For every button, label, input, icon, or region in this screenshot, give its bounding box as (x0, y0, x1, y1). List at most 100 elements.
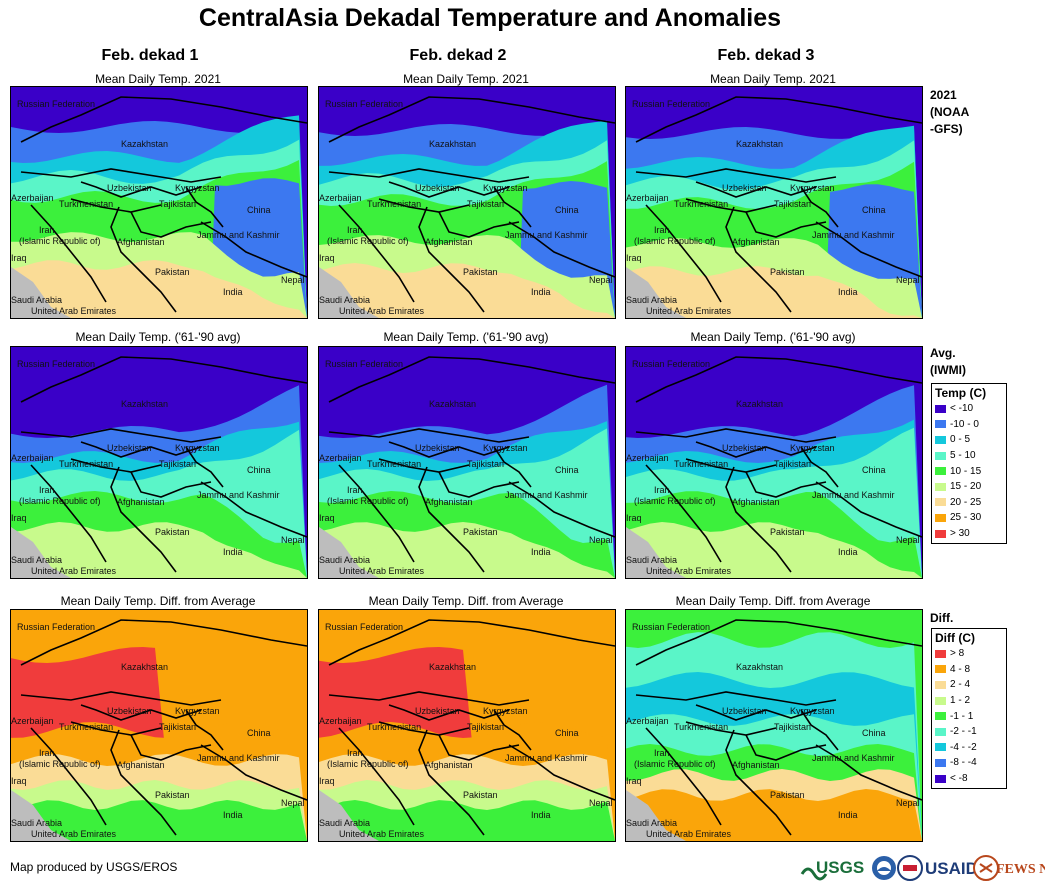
country-boundary (378, 458, 470, 473)
map-label-afghanistan: Afghanistan (732, 497, 780, 507)
country-boundary (20, 96, 307, 143)
country-boundary (200, 221, 307, 278)
country-boundary (378, 721, 470, 736)
map-label-afghanistan: Afghanistan (425, 760, 473, 770)
map-label-kyrgyzstan: Kyrgyzstan (790, 183, 835, 193)
map-label-iran: Iran (654, 485, 670, 495)
country-boundary (185, 446, 224, 488)
row-label-current: 2021 (NOAA -GFS) (930, 87, 969, 138)
country-boundary (815, 481, 922, 538)
map-label-azerbaijan: Azerbaijan (11, 716, 54, 726)
map-label-jammu: Jammu and Kashmir (812, 230, 895, 240)
country-boundary (800, 709, 839, 751)
country-boundary (695, 441, 817, 458)
map-label-india: India (531, 287, 551, 297)
map-label-iran_sub: (Islamic Republic of) (19, 496, 101, 506)
map-label-russia: Russian Federation (632, 359, 711, 369)
diff-legend-item: -4 - -2 (932, 740, 1006, 756)
main-title: CentralAsia Dekadal Temperature and Anom… (198, 4, 782, 32)
map-label-iran: Iran (347, 225, 363, 235)
map-label-india: India (223, 810, 243, 820)
row-label-average-line-1: Avg. (930, 346, 956, 360)
map-label-tajikistan: Tajikistan (467, 459, 505, 469)
map-label-kyrgyzstan: Kyrgyzstan (483, 706, 528, 716)
map-label-pakistan: Pakistan (463, 527, 498, 537)
map-label-iraq: Iraq (319, 253, 335, 263)
fewsnet-logo-text: FEWS NET (996, 862, 1045, 877)
usgs-logo: USGS (800, 858, 864, 881)
map-label-kazakhstan: Kazakhstan (121, 399, 169, 409)
map-label-nepal: Nepal (896, 275, 920, 285)
country-boundary (378, 198, 470, 213)
temp-legend-item: > 30 (932, 526, 1006, 542)
panel-title-current-dekad-1: Mean Daily Temp. 2021 (95, 72, 221, 86)
country-boundary (328, 168, 530, 183)
diff-legend-label: 4 - 8 (950, 663, 971, 675)
diff-legend-item: -1 - 1 (932, 708, 1006, 724)
country-boundary (388, 181, 510, 198)
map-label-afghanistan: Afghanistan (732, 237, 780, 247)
map-label-iran_sub: (Islamic Republic of) (327, 236, 409, 246)
map-label-kyrgyzstan: Kyrgyzstan (483, 183, 528, 193)
country-boundary (438, 211, 520, 238)
map-label-uzbekistan: Uzbekistan (722, 443, 767, 453)
map-label-iran_sub: (Islamic Republic of) (19, 236, 101, 246)
map-label-afghanistan: Afghanistan (425, 497, 473, 507)
map-panel-average-dekad-2: Russian Federation Kazakhstan Uzbekistan Ky… (318, 346, 616, 579)
country-boundary (200, 481, 307, 538)
temp-legend-item: -10 - 0 (932, 417, 1006, 433)
map-label-india: India (838, 810, 858, 820)
country-boundary (30, 204, 107, 303)
country-boundary (20, 356, 307, 403)
map-label-tajikistan: Tajikistan (774, 459, 812, 469)
map-label-jammu: Jammu and Kashmir (505, 490, 588, 500)
map-label-turkmenistan: Turkmenistan (367, 722, 422, 732)
temp-legend-label: -10 - 0 (950, 418, 979, 430)
map-label-kazakhstan: Kazakhstan (121, 662, 169, 672)
panel-title-current-dekad-2: Mean Daily Temp. 2021 (403, 72, 529, 86)
country-boundary (328, 356, 615, 403)
temperature-band (626, 789, 922, 841)
diff-legend: Diff (C) > 8 4 - 8 2 - 4 1 - 2 -1 - 1 -2 - -1… (931, 628, 1007, 790)
map-label-turkmenistan: Turkmenistan (674, 722, 729, 732)
map-label-kazakhstan: Kazakhstan (429, 139, 477, 149)
map-label-turkmenistan: Turkmenistan (59, 459, 114, 469)
map-label-saudi: Saudi Arabia (11, 818, 63, 828)
sea-area (11, 790, 71, 841)
country-boundary (725, 466, 792, 573)
diff-legend-swatch (935, 649, 946, 658)
map-label-pakistan: Pakistan (155, 527, 190, 537)
map-label-tajikistan: Tajikistan (159, 459, 197, 469)
temp-legend-swatch (935, 451, 946, 460)
country-boundary (20, 168, 222, 183)
map-label-jammu: Jammu and Kashmir (197, 753, 280, 763)
map-label-afghanistan: Afghanistan (117, 237, 165, 247)
map-label-india: India (531, 810, 551, 820)
map-label-china: China (555, 205, 579, 215)
map-label-uzbekistan: Uzbekistan (107, 183, 152, 193)
country-boundary (80, 441, 202, 458)
usaid-logo-text: USAID (925, 859, 978, 878)
map-label-uae: United Arab Emirates (339, 306, 425, 316)
map-label-uzbekistan: Uzbekistan (722, 706, 767, 716)
country-boundary (645, 727, 722, 826)
map-label-turkmenistan: Turkmenistan (367, 459, 422, 469)
sea-area (319, 267, 379, 318)
map-label-iran_sub: (Islamic Republic of) (327, 759, 409, 769)
country-boundary (20, 619, 307, 666)
map-label-uzbekistan: Uzbekistan (415, 443, 460, 453)
country-boundary (493, 709, 532, 751)
map-label-tajikistan: Tajikistan (159, 722, 197, 732)
map-label-pakistan: Pakistan (770, 790, 805, 800)
map-label-jammu: Jammu and Kashmir (197, 230, 280, 240)
map-label-afghanistan: Afghanistan (117, 760, 165, 770)
map-label-nepal: Nepal (281, 798, 305, 808)
map-label-azerbaijan: Azerbaijan (319, 453, 362, 463)
map-label-pakistan: Pakistan (463, 790, 498, 800)
diff-legend-swatch (935, 665, 946, 674)
map-label-iraq: Iraq (626, 513, 642, 523)
map-label-kazakhstan: Kazakhstan (429, 399, 477, 409)
map-label-china: China (862, 728, 886, 738)
country-boundary (800, 186, 839, 228)
temperature-band (11, 800, 307, 841)
